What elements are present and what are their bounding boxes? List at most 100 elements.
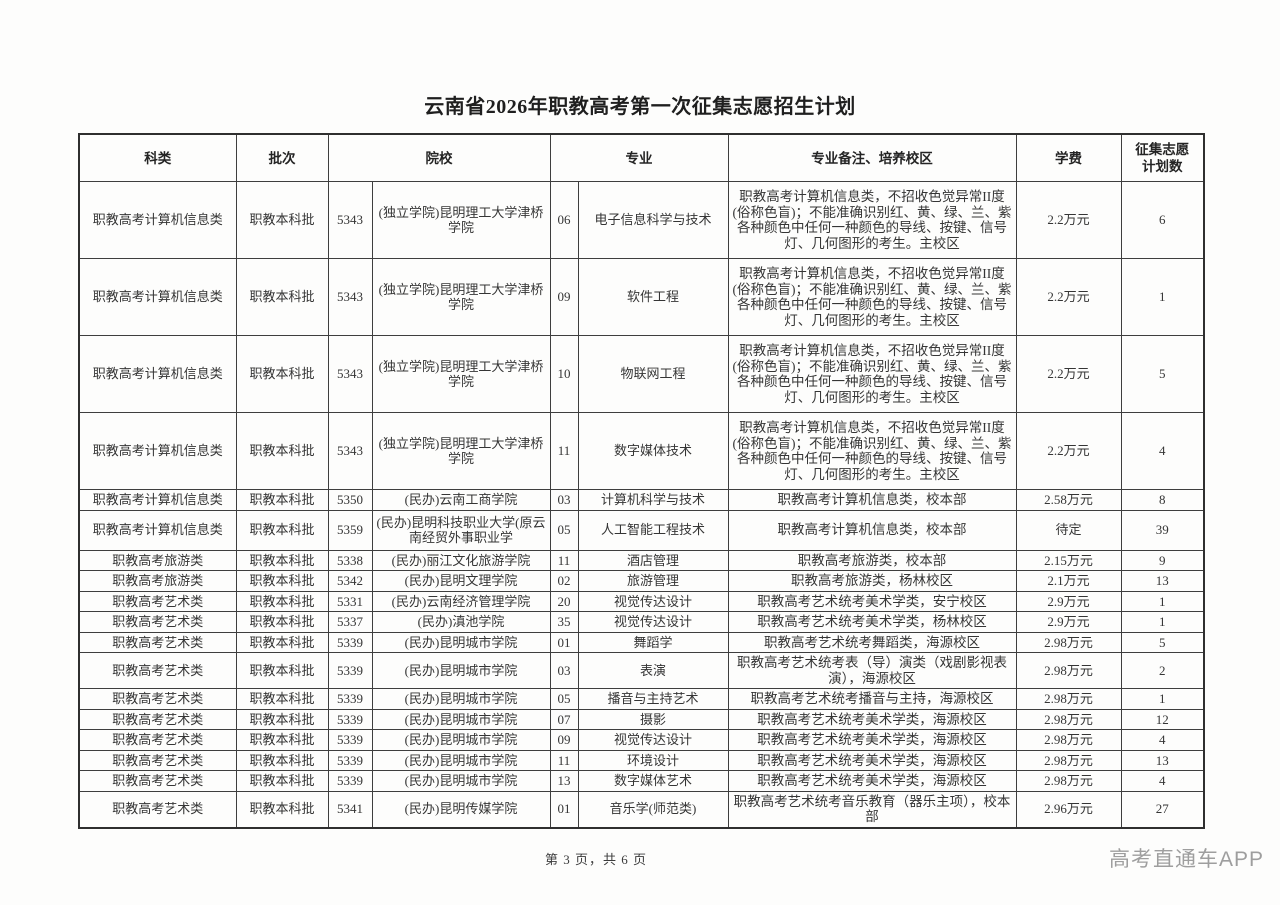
- cell-major-name: 摄影: [577, 708, 729, 730]
- cell-category: 职教高考旅游类: [78, 549, 237, 571]
- admission-plan-table: 科类 批次 院校 专业 专业备注、培养校区 学费 征集志愿计划数 职教高考计算机…: [78, 133, 1205, 829]
- cell-college-name: (民办)云南工商学院: [371, 489, 551, 511]
- cell-college-name: (民办)昆明城市学院: [371, 652, 551, 689]
- cell-major-code: 09: [549, 729, 579, 751]
- table-header: 科类 批次 院校 专业 专业备注、培养校区 学费 征集志愿计划数: [78, 133, 1205, 182]
- cell-plan-count: 13: [1120, 749, 1205, 771]
- table-row: 职教高考旅游类 职教本科批 5338 (民办)丽江文化旅游学院 11 酒店管理 …: [78, 549, 1205, 571]
- cell-major-name: 环境设计: [577, 749, 729, 771]
- cell-major-name: 软件工程: [577, 258, 729, 336]
- cell-major-code: 13: [549, 770, 579, 792]
- cell-college-code: 5331: [327, 590, 373, 612]
- cell-major-code: 02: [549, 570, 579, 592]
- cell-note: 职教高考艺术统考美术学类，杨林校区: [727, 611, 1017, 633]
- header-note: 专业备注、培养校区: [727, 133, 1017, 182]
- cell-college-name: (独立学院)昆明理工大学津桥学院: [371, 335, 551, 413]
- cell-plan-count: 1: [1120, 611, 1205, 633]
- cell-major-name: 酒店管理: [577, 549, 729, 571]
- cell-tuition: 2.9万元: [1015, 590, 1122, 612]
- cell-tuition: 2.98万元: [1015, 749, 1122, 771]
- cell-batch: 职教本科批: [235, 770, 329, 792]
- app-watermark: 高考直通车APP: [1108, 848, 1264, 871]
- cell-major-name: 数字媒体技术: [577, 412, 729, 490]
- cell-major-code: 09: [549, 258, 579, 336]
- cell-note: 职教高考艺术统考美术学类，安宁校区: [727, 590, 1017, 612]
- cell-college-code: 5338: [327, 549, 373, 571]
- cell-major-code: 03: [549, 652, 579, 689]
- cell-major-code: 03: [549, 489, 579, 511]
- cell-major-name: 物联网工程: [577, 335, 729, 413]
- table-row: 职教高考计算机信息类 职教本科批 5359 (民办)昆明科技职业大学(原云南经贸…: [78, 509, 1205, 551]
- cell-tuition: 2.98万元: [1015, 652, 1122, 689]
- cell-category: 职教高考艺术类: [78, 590, 237, 612]
- cell-category: 职教高考艺术类: [78, 729, 237, 751]
- cell-category: 职教高考艺术类: [78, 611, 237, 633]
- page-number: 第 3 页，共 6 页: [544, 852, 647, 867]
- cell-college-code: 5343: [327, 412, 373, 490]
- cell-batch: 职教本科批: [235, 652, 329, 689]
- cell-college-name: (民办)昆明科技职业大学(原云南经贸外事职业学: [371, 509, 551, 551]
- cell-tuition: 2.98万元: [1015, 729, 1122, 751]
- cell-category: 职教高考计算机信息类: [78, 509, 237, 551]
- table-row: 职教高考艺术类 职教本科批 5339 (民办)昆明城市学院 09 视觉传达设计 …: [78, 729, 1205, 751]
- cell-major-code: 11: [549, 412, 579, 490]
- cell-tuition: 2.98万元: [1015, 708, 1122, 730]
- cell-tuition: 2.96万元: [1015, 790, 1122, 828]
- cell-category: 职教高考计算机信息类: [78, 412, 237, 490]
- header-category: 科类: [78, 133, 237, 182]
- cell-plan-count: 4: [1120, 729, 1205, 751]
- cell-college-code: 5350: [327, 489, 373, 511]
- cell-major-name: 数字媒体艺术: [577, 770, 729, 792]
- cell-major-name: 计算机科学与技术: [577, 489, 729, 511]
- cell-category: 职教高考艺术类: [78, 652, 237, 689]
- cell-major-code: 05: [549, 509, 579, 551]
- table-row: 职教高考艺术类 职教本科批 5331 (民办)云南经济管理学院 20 视觉传达设…: [78, 590, 1205, 612]
- cell-college-code: 5339: [327, 631, 373, 653]
- cell-college-name: (民办)昆明文理学院: [371, 570, 551, 592]
- cell-category: 职教高考计算机信息类: [78, 181, 237, 259]
- table-row: 职教高考艺术类 职教本科批 5339 (民办)昆明城市学院 07 摄影 职教高考…: [78, 708, 1205, 730]
- cell-tuition: 待定: [1015, 509, 1122, 551]
- cell-tuition: 2.2万元: [1015, 258, 1122, 336]
- cell-plan-count: 1: [1120, 688, 1205, 710]
- table-row: 职教高考艺术类 职教本科批 5337 (民办)滇池学院 35 视觉传达设计 职教…: [78, 611, 1205, 633]
- cell-college-name: (民办)昆明城市学院: [371, 688, 551, 710]
- cell-note: 职教高考艺术统考美术学类，海源校区: [727, 749, 1017, 771]
- cell-note: 职教高考计算机信息类，不招收色觉异常II度(俗称色盲)；不能准确识别红、黄、绿、…: [727, 335, 1017, 413]
- cell-tuition: 2.2万元: [1015, 181, 1122, 259]
- cell-plan-count: 8: [1120, 489, 1205, 511]
- cell-batch: 职教本科批: [235, 509, 329, 551]
- cell-college-name: (独立学院)昆明理工大学津桥学院: [371, 412, 551, 490]
- cell-major-name: 视觉传达设计: [577, 611, 729, 633]
- cell-batch: 职教本科批: [235, 412, 329, 490]
- cell-major-name: 电子信息科学与技术: [577, 181, 729, 259]
- cell-note: 职教高考艺术统考美术学类，海源校区: [727, 729, 1017, 751]
- cell-tuition: 2.15万元: [1015, 549, 1122, 571]
- cell-batch: 职教本科批: [235, 688, 329, 710]
- table-row: 职教高考艺术类 职教本科批 5339 (民办)昆明城市学院 03 表演 职教高考…: [78, 652, 1205, 689]
- cell-category: 职教高考艺术类: [78, 631, 237, 653]
- cell-plan-count: 12: [1120, 708, 1205, 730]
- cell-plan-count: 5: [1120, 631, 1205, 653]
- cell-major-code: 20: [549, 590, 579, 612]
- cell-college-code: 5339: [327, 729, 373, 751]
- cell-batch: 职教本科批: [235, 181, 329, 259]
- cell-plan-count: 6: [1120, 181, 1205, 259]
- cell-batch: 职教本科批: [235, 708, 329, 730]
- cell-batch: 职教本科批: [235, 790, 329, 828]
- cell-note: 职教高考艺术统考舞蹈类，海源校区: [727, 631, 1017, 653]
- cell-category: 职教高考计算机信息类: [78, 335, 237, 413]
- cell-college-name: (民办)昆明城市学院: [371, 749, 551, 771]
- table-row: 职教高考计算机信息类 职教本科批 5343 (独立学院)昆明理工大学津桥学院 1…: [78, 335, 1205, 413]
- table-row: 职教高考计算机信息类 职教本科批 5350 (民办)云南工商学院 03 计算机科…: [78, 489, 1205, 511]
- cell-tuition: 2.1万元: [1015, 570, 1122, 592]
- cell-college-name: (民办)昆明城市学院: [371, 708, 551, 730]
- cell-major-code: 01: [549, 631, 579, 653]
- cell-college-name: (民办)昆明城市学院: [371, 729, 551, 751]
- cell-batch: 职教本科批: [235, 489, 329, 511]
- cell-plan-count: 1: [1120, 590, 1205, 612]
- cell-college-code: 5339: [327, 770, 373, 792]
- table-row: 职教高考旅游类 职教本科批 5342 (民办)昆明文理学院 02 旅游管理 职教…: [78, 570, 1205, 592]
- cell-major-code: 10: [549, 335, 579, 413]
